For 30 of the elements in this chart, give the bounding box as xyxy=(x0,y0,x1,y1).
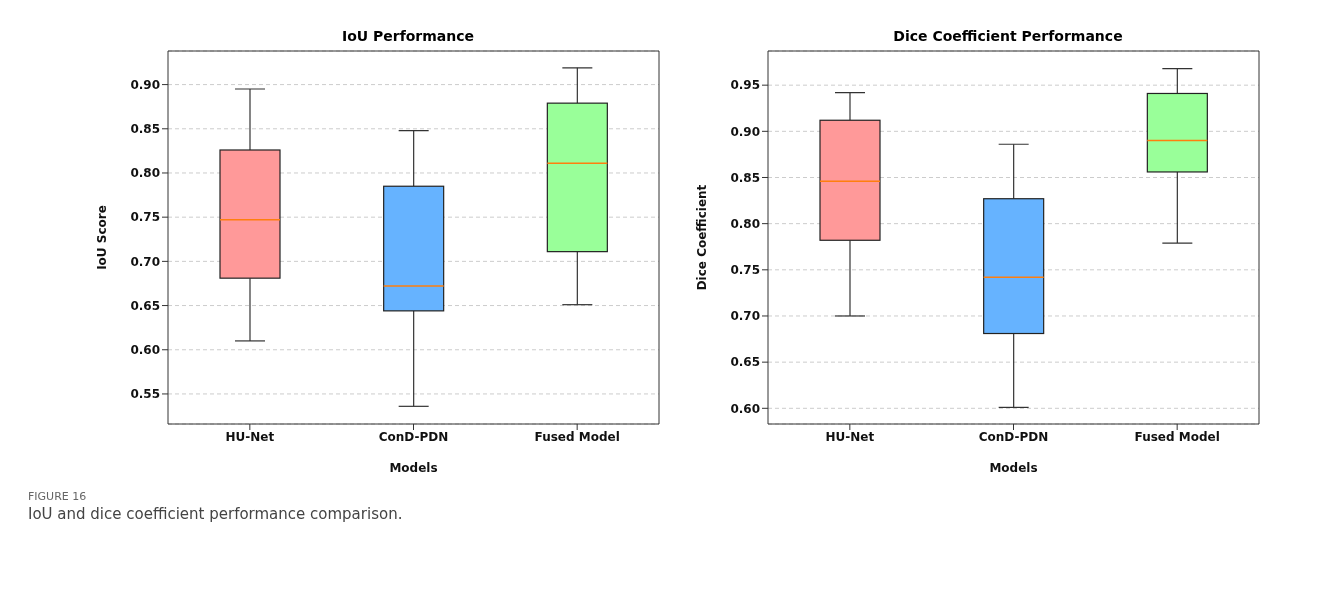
y-axis-title: Dice Coefficient xyxy=(695,184,710,291)
x-axis-title: Models xyxy=(989,461,1038,475)
y-tick-label: 0.85 xyxy=(130,122,160,137)
x-tick-label: Fused Model xyxy=(1134,429,1220,444)
y-tick-label: 0.55 xyxy=(130,387,160,402)
x-tick-label: ConD-PDN xyxy=(978,429,1049,444)
x-tick-label: ConD-PDN xyxy=(378,429,449,444)
y-tick-label: 0.65 xyxy=(730,355,760,370)
y-tick-label: 0.80 xyxy=(730,216,760,231)
y-axis-title: IoU Score xyxy=(95,205,110,270)
x-tick-label: HU-Net xyxy=(225,429,275,444)
y-tick-label: 0.70 xyxy=(130,254,160,269)
y-tick-label: 0.95 xyxy=(730,78,760,93)
x-tick-label: HU-Net xyxy=(825,429,875,444)
y-tick-label: 0.75 xyxy=(130,210,160,225)
chart-title: IoU Performance xyxy=(340,28,476,44)
y-tick-label: 0.65 xyxy=(130,298,160,313)
x-tick-label: Fused Model xyxy=(534,429,620,444)
y-tick-label: 0.85 xyxy=(730,170,760,185)
x-axis-title: Models xyxy=(389,461,438,475)
caption: FIGURE 16 xyxy=(28,490,88,503)
chart-title: Dice Coefficient Performance xyxy=(892,28,1124,44)
y-tick-label: 0.60 xyxy=(730,401,760,416)
text: IoU and dice coefficient performance comparison. xyxy=(28,505,404,523)
y-tick-label: 0.60 xyxy=(130,343,160,358)
y-tick-label: 0.80 xyxy=(130,166,160,181)
y-tick-label: 0.75 xyxy=(730,263,760,278)
y-tick-label: 0.90 xyxy=(130,77,160,92)
y-tick-label: 0.70 xyxy=(730,309,760,324)
y-tick-label: 0.90 xyxy=(730,124,760,139)
